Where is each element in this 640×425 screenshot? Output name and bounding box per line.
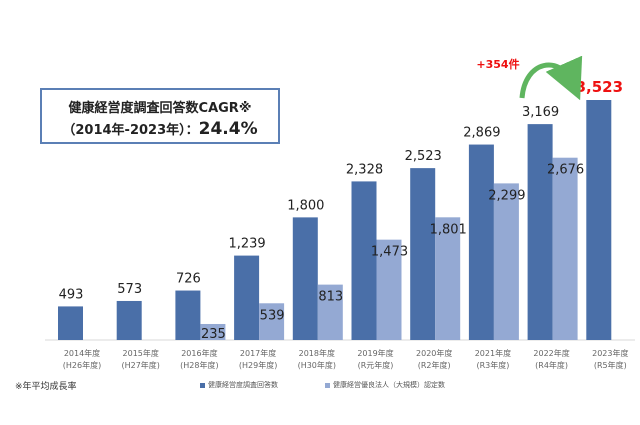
bar-responses <box>234 255 260 340</box>
legend-swatch <box>200 382 205 388</box>
bar-certified <box>435 217 461 340</box>
x-tick-sublabel: (H26年度) <box>63 360 101 370</box>
bar-certified <box>376 239 402 340</box>
x-tick-sublabel: (R2年度) <box>418 360 451 370</box>
bar-responses <box>351 181 377 340</box>
bar-label-responses: 493 <box>59 287 84 302</box>
x-tick-label: 2015年度 <box>123 348 159 358</box>
bar-label-responses: 1,800 <box>287 198 324 213</box>
bar-responses <box>292 217 318 340</box>
bar-label-responses: 726 <box>176 272 201 287</box>
bar-label-responses: 2,869 <box>463 126 500 141</box>
x-tick-sublabel: (R3年度) <box>476 360 509 370</box>
bar-label-certified: 813 <box>318 290 343 305</box>
bar-certified <box>200 323 226 340</box>
legend-item-certified: 健康経営優良法人（大規模）認定数 <box>325 380 445 390</box>
bar-certified <box>493 183 519 340</box>
bar-label-responses: 3,169 <box>522 105 559 120</box>
bar-responses <box>175 290 201 340</box>
x-tick-sublabel: (R元年度) <box>358 360 394 370</box>
legend-swatch <box>325 382 330 388</box>
x-tick-label: 2021年度 <box>475 348 511 358</box>
legend-label: 健康経営度調査回答数 <box>208 381 278 389</box>
x-tick-sublabel: (H29年度) <box>239 360 277 370</box>
bar-responses <box>586 100 612 340</box>
bar-label-certified: 235 <box>201 327 226 342</box>
x-tick-sublabel: (R4年度) <box>535 360 568 370</box>
bar-label-responses: 2,523 <box>405 149 442 164</box>
bar-responses <box>116 300 142 340</box>
bar-label-responses: 3,523 <box>576 78 623 96</box>
x-tick-label: 2022年度 <box>533 348 569 358</box>
bar-label-responses: 2,328 <box>346 162 383 177</box>
increase-annotation: +354件 <box>476 57 519 71</box>
bar-responses <box>410 168 436 340</box>
bar-label-certified: 1,801 <box>430 222 467 237</box>
cagr-value: 24.4% <box>198 119 258 139</box>
x-tick-label: 2018年度 <box>299 348 335 358</box>
increase-arrow-icon <box>519 55 583 101</box>
legend-item-responses: 健康経営度調査回答数 <box>200 380 278 390</box>
x-tick-sublabel: (H30年度) <box>298 360 336 370</box>
x-tick-sublabel: (H27年度) <box>121 360 159 370</box>
bar-responses <box>58 306 83 340</box>
bar-label-responses: 573 <box>117 282 142 297</box>
cagr-title: 健康経営度調査回答数CAGR※ <box>68 101 252 116</box>
x-tick-sublabel: (R5年度) <box>594 360 627 370</box>
cagr-box: 健康経営度調査回答数CAGR※ （2014年-2023年）：24.4% <box>40 88 280 144</box>
bar-label-certified: 1,473 <box>371 245 408 260</box>
legend-label: 健康経営優良法人（大規模）認定数 <box>333 381 445 389</box>
x-tick-label: 2023年度 <box>592 348 628 358</box>
bar-label-responses: 1,239 <box>228 237 265 252</box>
x-tick-label: 2020年度 <box>416 348 452 358</box>
bar-label-certified: 2,676 <box>547 163 584 178</box>
footnote: ※年平均成長率 <box>15 382 77 392</box>
cagr-period: （2014年-2023年）： <box>62 123 199 138</box>
x-tick-label: 2017年度 <box>240 348 276 358</box>
x-tick-label: 2014年度 <box>64 348 100 358</box>
bar-label-certified: 2,299 <box>488 188 525 203</box>
x-tick-sublabel: (H28年度) <box>180 360 218 370</box>
bar-responses <box>468 144 494 340</box>
bar-label-certified: 539 <box>260 308 285 323</box>
bar-responses <box>527 124 553 340</box>
x-tick-label: 2016年度 <box>181 348 217 358</box>
x-tick-label: 2019年度 <box>357 348 393 358</box>
bar-certified <box>552 157 578 340</box>
bar-certified <box>259 303 285 340</box>
bar-certified <box>317 284 343 340</box>
